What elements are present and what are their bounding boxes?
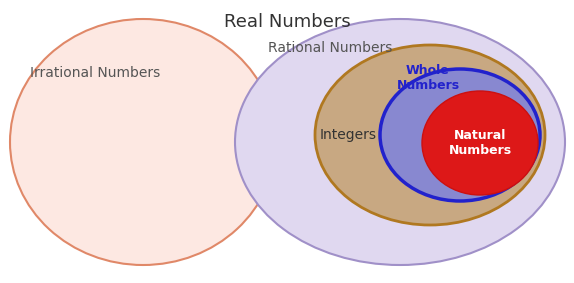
Text: Whole
Numbers: Whole Numbers	[397, 64, 460, 92]
Text: Integers: Integers	[320, 128, 377, 142]
Ellipse shape	[235, 19, 565, 265]
Ellipse shape	[380, 69, 540, 201]
Text: Real Numbers: Real Numbers	[224, 13, 350, 31]
Ellipse shape	[10, 19, 276, 265]
Ellipse shape	[422, 91, 538, 195]
Ellipse shape	[315, 45, 545, 225]
Text: Natural
Numbers: Natural Numbers	[448, 129, 511, 157]
Text: Rational Numbers: Rational Numbers	[268, 41, 392, 55]
Text: Irrational Numbers: Irrational Numbers	[30, 66, 160, 80]
